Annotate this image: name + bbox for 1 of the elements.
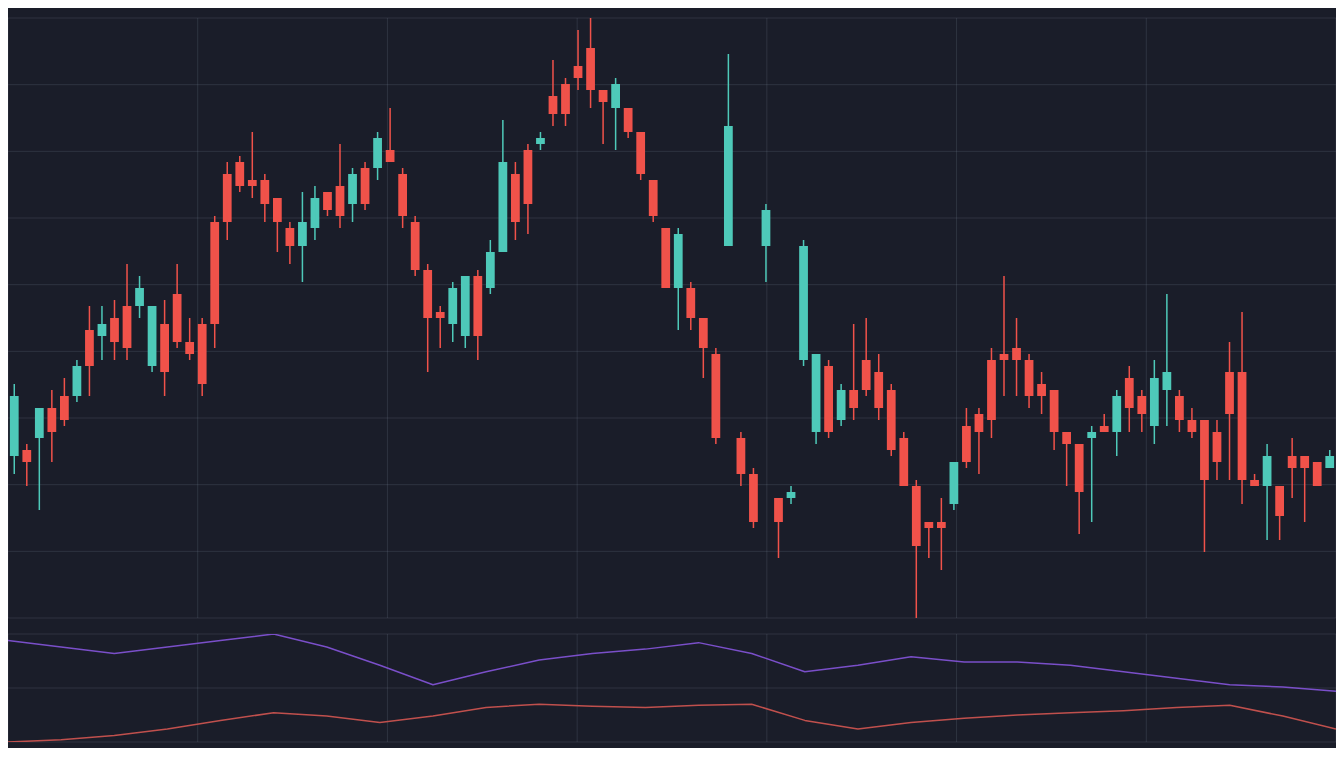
candlestick (1312, 462, 1322, 486)
